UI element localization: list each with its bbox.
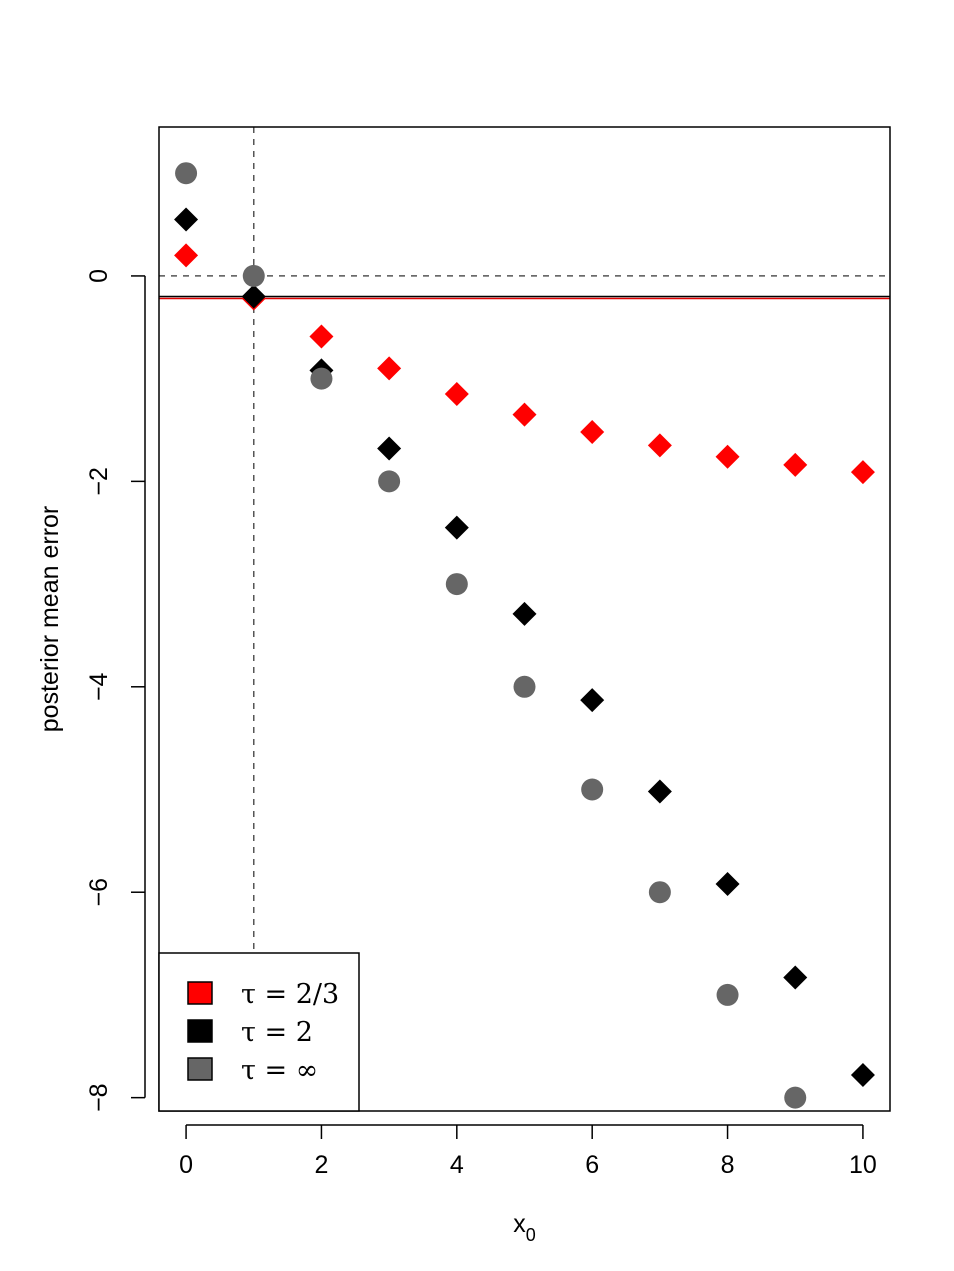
data-point bbox=[377, 356, 402, 381]
data-point bbox=[581, 778, 604, 801]
data-point bbox=[783, 965, 808, 990]
data-point bbox=[715, 872, 740, 897]
data-point bbox=[378, 470, 401, 493]
data-point bbox=[512, 402, 537, 427]
x-tick-label: 8 bbox=[721, 1151, 735, 1179]
x-axis-label: x0 bbox=[513, 1210, 536, 1245]
plot-frame bbox=[158, 126, 891, 1112]
series-0 bbox=[174, 243, 875, 485]
data-point bbox=[716, 983, 739, 1006]
x-axis-label-subscript: 0 bbox=[526, 1225, 536, 1245]
data-point bbox=[309, 324, 334, 349]
legend-label: τ = ∞ bbox=[241, 1055, 318, 1086]
y-tick-label: −2 bbox=[85, 467, 113, 496]
x-tick-label: 6 bbox=[585, 1151, 599, 1179]
x-axis-label-main: x bbox=[513, 1210, 526, 1238]
x-tick-label: 2 bbox=[314, 1151, 328, 1179]
legend-label: τ = 2/3 bbox=[241, 979, 339, 1010]
y-tick-label: 0 bbox=[85, 269, 113, 283]
data-point bbox=[310, 367, 333, 390]
legend-label: τ = 2 bbox=[241, 1017, 313, 1048]
data-point bbox=[784, 1086, 807, 1109]
data-point bbox=[513, 675, 536, 698]
y-axis: 0 −2 −4 −6 −8 bbox=[85, 269, 146, 1112]
legend-swatch bbox=[187, 1019, 213, 1043]
x-tick-label: 10 bbox=[849, 1151, 877, 1179]
data-point bbox=[175, 162, 198, 185]
y-axis-label: posterior mean error bbox=[36, 506, 64, 732]
legend-swatch bbox=[187, 1057, 213, 1081]
data-point bbox=[580, 688, 605, 713]
data-point bbox=[783, 452, 808, 477]
data-point bbox=[850, 1063, 875, 1088]
data-point bbox=[377, 436, 402, 461]
y-tick-label: −6 bbox=[85, 878, 113, 907]
data-point bbox=[850, 460, 875, 485]
series-2 bbox=[175, 162, 807, 1109]
data-point bbox=[647, 433, 672, 458]
x-tick-label: 4 bbox=[450, 1151, 464, 1179]
data-point bbox=[174, 207, 199, 232]
data-point bbox=[241, 284, 266, 309]
y-tick-label: −4 bbox=[85, 672, 113, 701]
data-point bbox=[444, 515, 469, 540]
data-point bbox=[580, 420, 605, 445]
y-tick-label: −8 bbox=[85, 1083, 113, 1112]
series-layer bbox=[174, 162, 875, 1109]
data-point bbox=[445, 573, 468, 596]
x-tick-label: 0 bbox=[179, 1151, 193, 1179]
data-point bbox=[242, 264, 265, 287]
data-point bbox=[512, 601, 537, 626]
legend: τ = 2/3 τ = 2 τ = ∞ bbox=[158, 952, 360, 1112]
data-point bbox=[648, 881, 671, 904]
data-point bbox=[715, 444, 740, 469]
x-axis: 0 2 4 6 8 10 bbox=[179, 1124, 877, 1179]
data-point bbox=[174, 243, 199, 268]
data-point bbox=[647, 779, 672, 804]
legend-swatch bbox=[187, 981, 213, 1005]
reference-lines bbox=[159, 127, 890, 1111]
data-point bbox=[444, 382, 469, 407]
